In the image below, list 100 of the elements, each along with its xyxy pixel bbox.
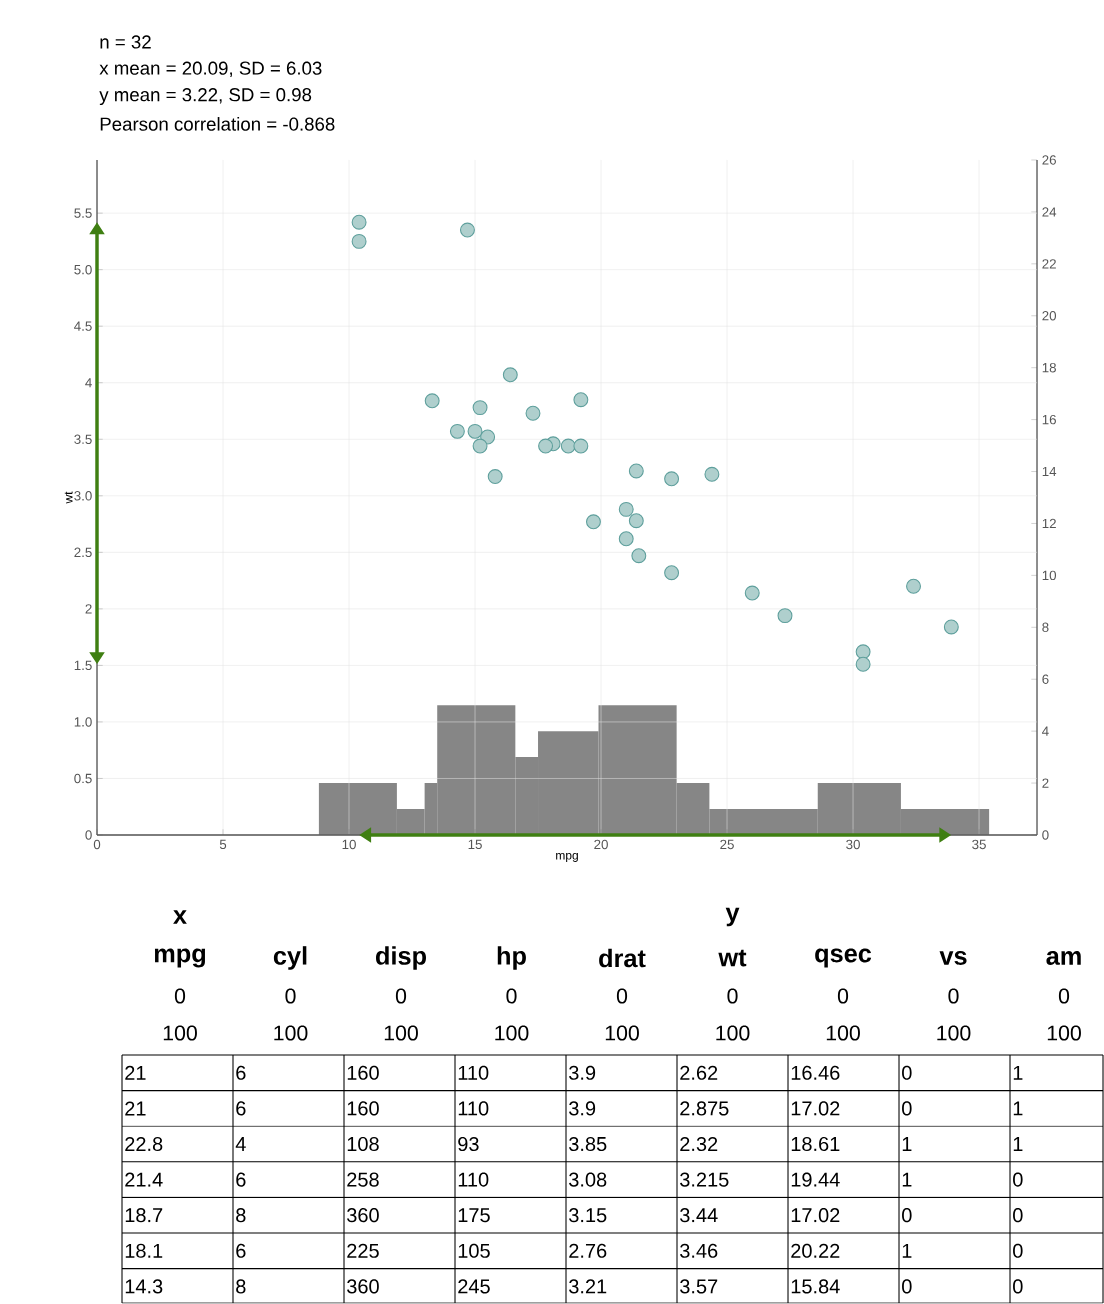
text: 0 <box>1013 1172 1023 1187</box>
y2-tick-label: 16 <box>1042 414 1056 425</box>
text: 175 <box>458 1208 490 1223</box>
x-tick-label: 10 <box>342 839 356 850</box>
y2-tick-label: 8 <box>1042 622 1049 633</box>
point <box>631 548 647 564</box>
text: y mean = 3.22, SD = 0.98 <box>99 88 312 106</box>
text: 3.9 <box>569 1101 596 1116</box>
text: 1 <box>1013 1065 1023 1080</box>
y-tick-label: 3.5 <box>74 434 92 444</box>
point <box>943 619 959 635</box>
point <box>585 514 601 530</box>
y2-tick-label: 18 <box>1042 362 1056 373</box>
text: cyl <box>273 946 307 970</box>
text: 15.84 <box>791 1279 840 1294</box>
text: 110 <box>458 1172 489 1187</box>
text: 3.9 <box>569 1065 596 1080</box>
x-tick-label: 35 <box>972 839 986 850</box>
text: 3.57 <box>680 1279 718 1294</box>
text: vs <box>939 951 967 965</box>
y2-tick-label: 14 <box>1042 466 1057 477</box>
text: 0 <box>616 988 628 1004</box>
point <box>628 513 644 529</box>
text: 110 <box>458 1065 489 1080</box>
point <box>906 578 921 594</box>
text: 3.85 <box>569 1136 607 1152</box>
point <box>538 438 554 454</box>
text: 100 <box>274 1025 308 1041</box>
point <box>502 367 518 383</box>
point <box>351 233 367 249</box>
text: 3.46 <box>680 1243 718 1258</box>
point <box>351 214 367 230</box>
text: 20.22 <box>791 1243 840 1258</box>
text: 100 <box>1047 1025 1081 1041</box>
y-tick-label: 0 <box>85 830 92 840</box>
point <box>487 469 503 485</box>
text: 8 <box>236 1208 246 1223</box>
text: am <box>1046 951 1081 965</box>
text: 0 <box>902 1208 912 1223</box>
point <box>472 438 488 454</box>
point <box>449 423 465 439</box>
text: x <box>173 910 187 924</box>
y2-tick-label: 4 <box>1042 726 1049 736</box>
y2-tick-label: 22 <box>1042 259 1056 269</box>
point <box>467 423 483 439</box>
text: 360 <box>347 1279 379 1294</box>
point <box>855 644 871 660</box>
text: 100 <box>605 1025 639 1041</box>
y-tick-label: 0.5 <box>74 773 92 784</box>
text: 18.61 <box>791 1136 840 1152</box>
y-tick-label: 1.0 <box>74 717 92 727</box>
text: 17.02 <box>791 1101 840 1116</box>
text: 6 <box>236 1243 246 1258</box>
text: 0 <box>1058 988 1070 1004</box>
text: 8 <box>236 1279 246 1294</box>
text: 108 <box>347 1136 379 1152</box>
y-tick-label: 2 <box>85 604 92 614</box>
point <box>573 438 589 454</box>
point <box>618 501 634 517</box>
text: 0 <box>902 1279 912 1294</box>
text: 110 <box>458 1101 489 1116</box>
point <box>664 565 680 581</box>
y2-tick-label: 10 <box>1042 570 1057 581</box>
text: 19.44 <box>791 1172 840 1187</box>
text: x mean = 20.09, SD = 6.03 <box>99 61 322 77</box>
text: 1 <box>902 1172 912 1187</box>
x-axis-title: mpg <box>556 852 578 862</box>
point <box>704 466 720 482</box>
text: 6 <box>236 1172 246 1187</box>
text: disp <box>376 946 426 970</box>
text: 100 <box>716 1025 750 1041</box>
text: mpg <box>154 948 206 968</box>
text: 360 <box>347 1208 379 1223</box>
text: 3.15 <box>569 1208 607 1223</box>
text: 0 <box>902 1101 912 1116</box>
text: 245 <box>458 1279 490 1294</box>
point <box>855 656 871 672</box>
text: 0 <box>727 988 738 1004</box>
point <box>424 393 440 409</box>
text: 3.08 <box>569 1172 607 1187</box>
x-tick-label: 15 <box>468 839 482 850</box>
text: 18.7 <box>125 1208 163 1223</box>
text: 6 <box>236 1065 246 1080</box>
text: 258 <box>347 1172 379 1187</box>
x-tick-label: 0 <box>93 839 101 850</box>
text: 4 <box>235 1137 246 1151</box>
text: 0 <box>1013 1279 1023 1294</box>
point <box>664 471 680 487</box>
text: 1 <box>1013 1101 1023 1116</box>
point <box>472 400 488 416</box>
y-tick-label: 5.5 <box>74 208 92 218</box>
text: y <box>725 907 740 927</box>
y-tick-label: 4 <box>85 378 92 388</box>
text: 1 <box>902 1137 912 1151</box>
point <box>628 463 644 479</box>
x-tick-label: 25 <box>720 839 734 850</box>
text: 93 <box>458 1136 479 1152</box>
text: 100 <box>937 1025 971 1041</box>
text: 2.875 <box>680 1101 729 1116</box>
point <box>573 392 589 408</box>
